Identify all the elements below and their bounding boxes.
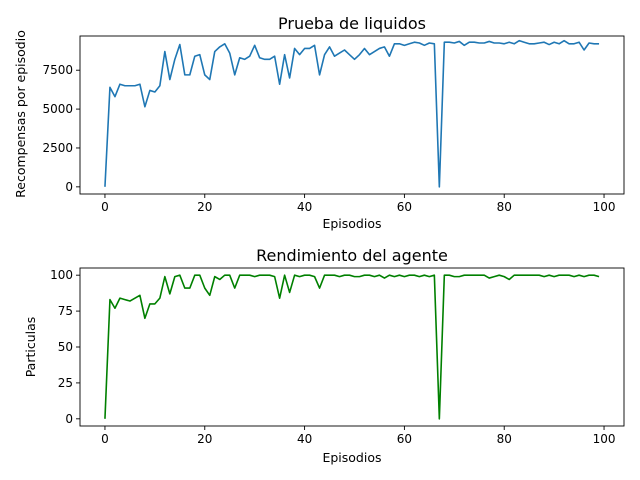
y-axis-label: Particulas — [23, 317, 38, 378]
chart-reward-per-episode: Prueba de liquidos 0 20 40 60 80 100 0 2500 5000… — [13, 14, 625, 231]
y-tick-label: 0 — [65, 412, 73, 426]
series-line — [104, 274, 600, 420]
plot-area: 0 20 40 60 80 100 0 25 50 75 100 — [50, 267, 625, 446]
series-line — [104, 39, 600, 188]
x-tick-label: 0 — [101, 200, 109, 214]
x-tick-label: 80 — [497, 200, 512, 214]
x-tick-label: 100 — [593, 200, 616, 214]
y-tick-label: 0 — [65, 180, 73, 194]
y-tick-label: 7500 — [42, 63, 73, 77]
x-tick-label: 40 — [297, 200, 312, 214]
x-tick-label: 80 — [497, 432, 512, 446]
x-axis-label: Episodios — [322, 450, 381, 465]
chart-title: Prueba de liquidos — [278, 14, 426, 33]
x-tick-label: 0 — [101, 432, 109, 446]
y-tick-label: 100 — [50, 268, 73, 282]
y-tick-label: 50 — [58, 340, 73, 354]
y-tick-label: 2500 — [42, 141, 73, 155]
y-tick-label: 5000 — [42, 102, 73, 116]
x-axis-label: Episodios — [322, 216, 381, 231]
plot-area: 0 20 40 60 80 100 0 2500 5000 7500 — [42, 35, 625, 214]
y-axis-label: Recompensas por episodio — [13, 30, 28, 198]
x-tick-label: 100 — [593, 432, 616, 446]
chart-agent-performance: Rendimiento del agente 0 20 40 60 80 100 0 25 50… — [23, 246, 625, 465]
x-tick-label: 20 — [197, 200, 212, 214]
x-tick-label: 40 — [297, 432, 312, 446]
axes-frame — [79, 35, 625, 195]
chart-title: Rendimiento del agente — [256, 246, 448, 265]
x-tick-label: 60 — [397, 200, 412, 214]
x-tick-label: 60 — [397, 432, 412, 446]
y-tick-label: 25 — [58, 376, 73, 390]
y-tick-label: 75 — [58, 304, 73, 318]
x-tick-label: 20 — [197, 432, 212, 446]
